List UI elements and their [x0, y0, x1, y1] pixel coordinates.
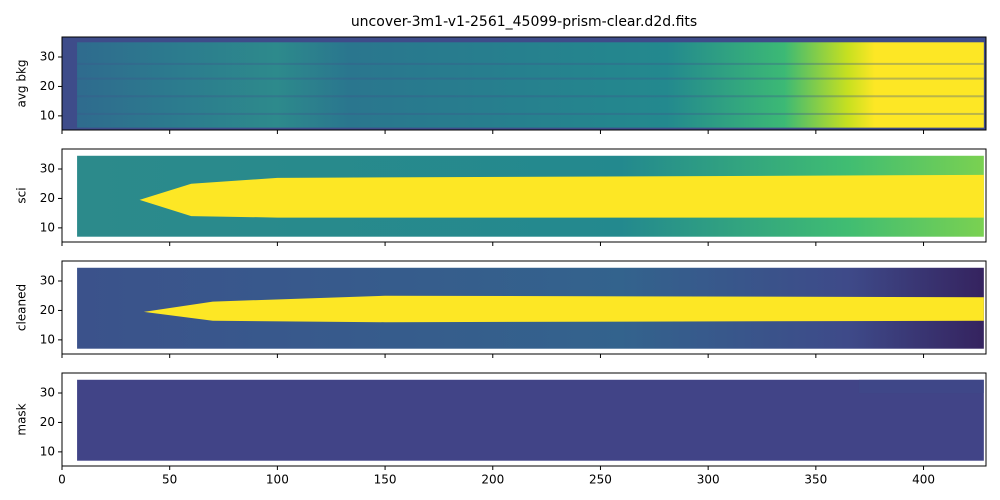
y-axis-label: mask — [15, 403, 29, 435]
x-tick-label: 350 — [804, 473, 827, 487]
x-tick-label: 300 — [697, 473, 720, 487]
chart-title: uncover-3m1-v1-2561_45099-prism-clear.d2… — [351, 14, 697, 30]
image-trace — [143, 295, 984, 323]
axes-frame — [61, 36, 987, 131]
y-tick-label: 10 — [40, 108, 55, 122]
axes-frame — [61, 148, 987, 243]
y-tick-label: 20 — [40, 191, 55, 205]
y-tick-label: 10 — [40, 444, 55, 458]
y-tick-label: 30 — [40, 386, 55, 400]
y-tick-label: 20 — [40, 79, 55, 93]
x-tick-label: 50 — [162, 473, 177, 487]
image-stripe — [77, 62, 984, 65]
x-tick-label: 150 — [374, 473, 397, 487]
x-tick-label: 200 — [481, 473, 504, 487]
y-axis-label: avg bkg — [15, 59, 29, 107]
x-tick-label: 100 — [266, 473, 289, 487]
x-tick-label: 400 — [912, 473, 935, 487]
image-trace — [139, 174, 984, 218]
y-tick-label: 10 — [40, 332, 55, 346]
y-tick-label: 20 — [40, 303, 55, 317]
y-tick-label: 30 — [40, 162, 55, 176]
axes-frame — [61, 372, 987, 467]
axes-frame — [61, 260, 987, 355]
x-tick-label: 250 — [589, 473, 612, 487]
y-tick-label: 30 — [40, 50, 55, 64]
y-axis-label: sci — [15, 187, 29, 203]
image — [77, 42, 984, 128]
image — [77, 379, 984, 461]
y-tick-label: 30 — [40, 274, 55, 288]
x-tick-label: 0 — [58, 473, 66, 487]
y-axis-label: cleaned — [15, 284, 29, 331]
image-stripe — [77, 112, 984, 115]
y-tick-label: 20 — [40, 415, 55, 429]
image-noise — [858, 379, 984, 394]
image-stripe — [77, 95, 984, 98]
y-tick-label: 10 — [40, 220, 55, 234]
image-stripe — [77, 77, 984, 80]
